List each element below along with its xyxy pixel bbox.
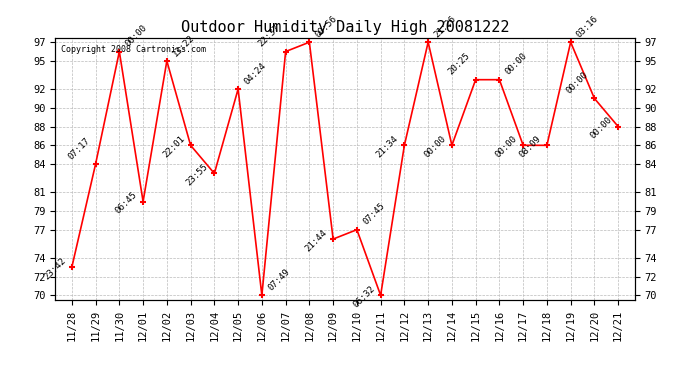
Text: 23:55: 23:55 [185, 162, 210, 188]
Text: Copyright 2008 Cartronics.com: Copyright 2008 Cartronics.com [61, 45, 206, 54]
Text: 20:25: 20:25 [446, 51, 471, 77]
Text: 21:44: 21:44 [304, 228, 329, 253]
Text: 21:34: 21:34 [375, 134, 400, 159]
Text: 00:00: 00:00 [422, 134, 448, 159]
Text: 06:32: 06:32 [351, 284, 377, 309]
Text: 00:00: 00:00 [589, 115, 614, 141]
Text: 00:00: 00:00 [124, 23, 149, 49]
Text: 23:42: 23:42 [42, 256, 68, 281]
Text: 13:22: 13:22 [171, 33, 197, 58]
Text: 04:24: 04:24 [242, 61, 268, 86]
Text: 00:00: 00:00 [504, 51, 529, 77]
Text: 00:00: 00:00 [493, 134, 519, 159]
Text: 07:17: 07:17 [66, 136, 91, 161]
Text: 00:56: 00:56 [313, 14, 339, 39]
Title: Outdoor Humidity Daily High 20081222: Outdoor Humidity Daily High 20081222 [181, 20, 509, 35]
Text: 06:45: 06:45 [114, 190, 139, 216]
Text: 00:00: 00:00 [565, 70, 590, 96]
Text: 22:01: 22:01 [161, 134, 186, 159]
Text: 07:49: 07:49 [266, 267, 291, 292]
Text: 07:45: 07:45 [361, 201, 386, 227]
Text: 21:26: 21:26 [433, 14, 457, 39]
Text: 22:37: 22:37 [256, 23, 282, 49]
Text: 03:16: 03:16 [575, 14, 600, 39]
Text: 08:09: 08:09 [518, 134, 543, 159]
